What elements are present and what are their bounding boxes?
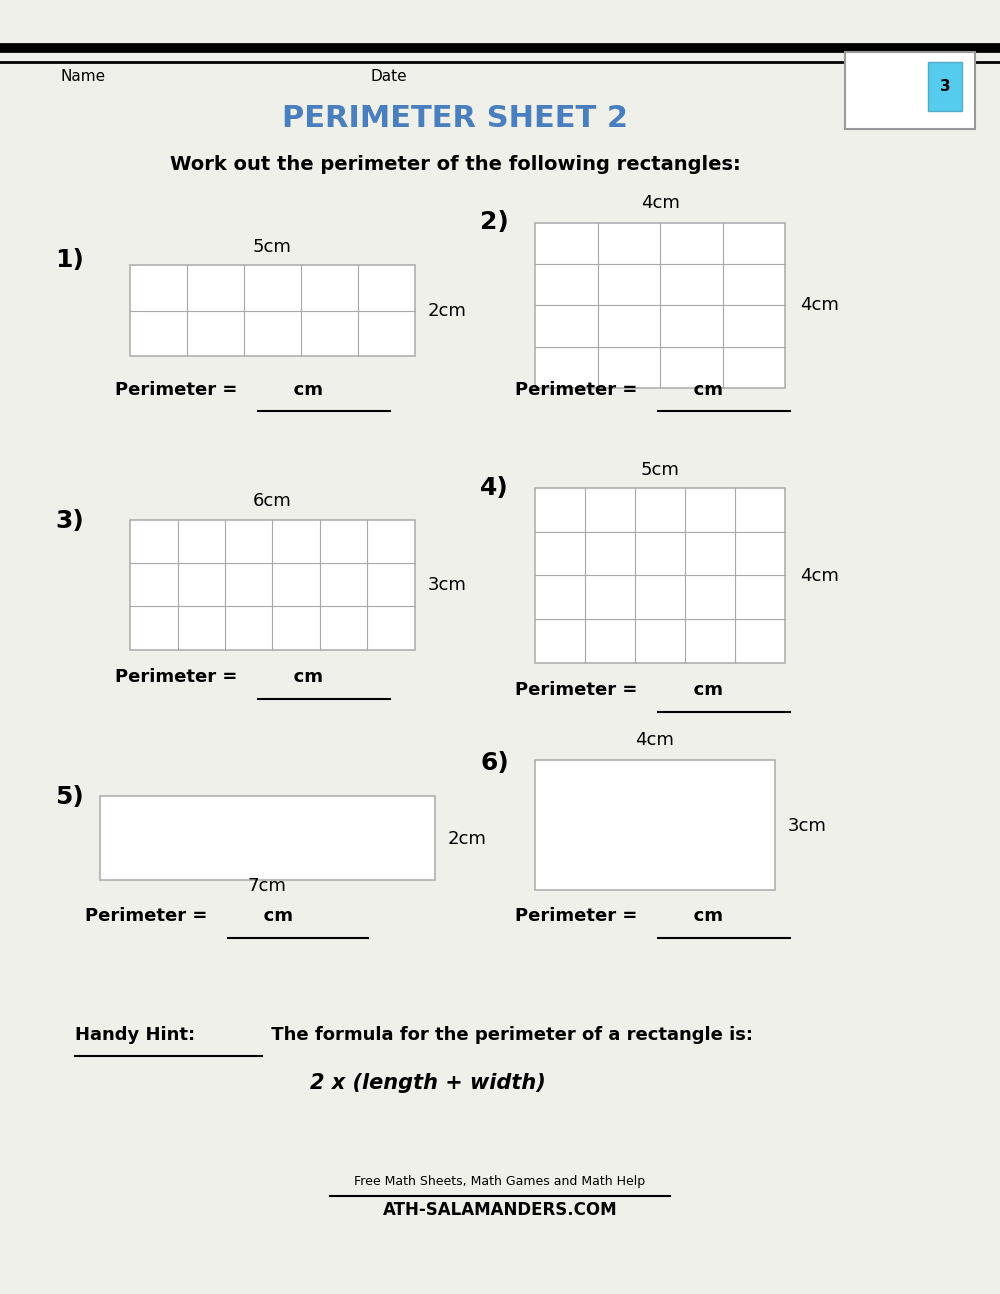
Bar (535, 223, 785, 388)
Text: 7cm: 7cm (248, 877, 286, 895)
Text: Perimeter =         cm: Perimeter = cm (515, 380, 723, 399)
Text: The formula for the perimeter of a rectangle is:: The formula for the perimeter of a recta… (265, 1026, 753, 1044)
FancyBboxPatch shape (928, 62, 962, 111)
Text: 4): 4) (480, 476, 509, 501)
Text: Handy Hint:: Handy Hint: (75, 1026, 195, 1044)
Text: 3: 3 (940, 79, 950, 94)
Text: Perimeter =         cm: Perimeter = cm (115, 380, 323, 399)
Text: 1): 1) (55, 248, 84, 273)
Text: 3): 3) (55, 509, 84, 533)
Text: 4cm: 4cm (800, 567, 839, 585)
Text: 2): 2) (480, 210, 509, 234)
Text: Perimeter =         cm: Perimeter = cm (115, 668, 323, 686)
Text: 5cm: 5cm (641, 461, 679, 479)
Text: Free Math Sheets, Math Games and Math Help: Free Math Sheets, Math Games and Math He… (354, 1175, 646, 1188)
Text: Perimeter =         cm: Perimeter = cm (515, 681, 723, 699)
Text: Perimeter =         cm: Perimeter = cm (85, 907, 293, 925)
Text: Date: Date (370, 69, 407, 84)
Bar (130, 265, 415, 356)
Text: 2cm: 2cm (448, 829, 487, 848)
Text: 4cm: 4cm (636, 731, 674, 749)
Text: Name: Name (60, 69, 105, 84)
Bar (100, 796, 435, 880)
Text: 5cm: 5cm (253, 238, 291, 256)
Bar (535, 760, 775, 890)
Text: 4cm: 4cm (641, 194, 679, 212)
Text: Perimeter =         cm: Perimeter = cm (515, 907, 723, 925)
Text: Work out the perimeter of the following rectangles:: Work out the perimeter of the following … (170, 155, 740, 175)
Text: ATH-SALAMANDERS.COM: ATH-SALAMANDERS.COM (383, 1201, 617, 1219)
Text: 2 x (length + width): 2 x (length + width) (310, 1074, 546, 1093)
Text: 4cm: 4cm (800, 296, 839, 314)
FancyBboxPatch shape (845, 52, 975, 129)
Text: PERIMETER SHEET 2: PERIMETER SHEET 2 (282, 104, 628, 132)
Text: 6cm: 6cm (253, 492, 291, 510)
Bar (535, 488, 785, 663)
Text: 5): 5) (55, 785, 84, 810)
Text: 2cm: 2cm (428, 302, 467, 320)
Text: 3cm: 3cm (788, 817, 827, 835)
Text: 3cm: 3cm (428, 576, 467, 594)
Text: 6): 6) (480, 751, 509, 775)
Bar (130, 520, 415, 650)
